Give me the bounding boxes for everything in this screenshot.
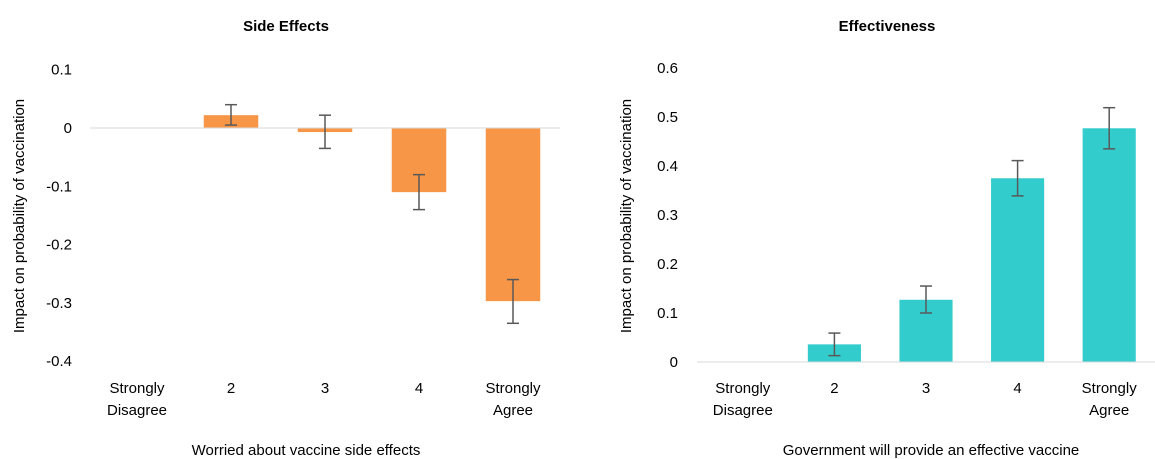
chart-title: Effectiveness [839, 18, 936, 35]
bar [991, 178, 1045, 362]
effectiveness-chart: Effectiveness Impact on probability of v… [618, 18, 1155, 459]
x-tick-label: 3 [922, 380, 930, 397]
y-tick-label: -0.1 [46, 178, 72, 195]
side-effects-chart: Side Effects Impact on probability of va… [11, 18, 560, 459]
x-tick-label: 3 [321, 380, 329, 397]
error-bars [225, 103, 519, 325]
y-axis-label: Impact on probability of vaccination [618, 99, 635, 333]
x-tick-label: Strongly Disagree [107, 380, 167, 419]
x-tick-labels: Strongly Disagree 2 3 4 Strongly Agree [107, 380, 541, 419]
y-tick-label: 0 [670, 354, 678, 371]
error-bar [828, 332, 841, 357]
error-bar [225, 103, 237, 126]
x-axis-label: Government will provide an effective vac… [783, 442, 1080, 459]
error-bar [319, 114, 331, 150]
x-tick-label: Strongly Disagree [713, 380, 773, 419]
y-tick-label: 0.3 [657, 207, 678, 224]
x-tick-label: Strongly Agree [485, 380, 541, 419]
error-bars [828, 106, 1116, 357]
y-tick-label: 0.6 [657, 60, 678, 77]
y-tick-labels: 0.1 0 -0.1 -0.2 -0.3 -0.4 [46, 62, 72, 371]
error-bar [920, 285, 932, 314]
y-tick-label: -0.2 [46, 237, 72, 254]
x-axis-label: Worried about vaccine side effects [192, 442, 421, 459]
y-axis-label: Impact on probability of vaccination [11, 99, 28, 333]
y-tick-label: 0 [64, 120, 72, 137]
y-tick-label: 0.5 [657, 109, 678, 126]
error-bar [1103, 106, 1116, 150]
bar [485, 128, 541, 302]
y-tick-label: 0.4 [657, 158, 678, 175]
bars [807, 128, 1136, 362]
error-bar [413, 173, 425, 211]
y-tick-label: -0.3 [46, 295, 72, 312]
x-tick-label: 2 [830, 380, 838, 397]
x-tick-label: 4 [1013, 380, 1021, 397]
error-bar [1011, 159, 1024, 197]
bar [1082, 128, 1136, 362]
bars [203, 115, 541, 302]
x-tick-label: 4 [415, 380, 423, 397]
y-tick-labels: 0.6 0.5 0.4 0.3 0.2 0.1 0 [657, 60, 678, 371]
x-tick-label: 2 [227, 380, 235, 397]
y-tick-label: 0.2 [657, 256, 678, 273]
chart-title: Side Effects [243, 18, 329, 35]
x-tick-label: Strongly Agree [1082, 380, 1138, 419]
x-tick-labels: Strongly Disagree 2 3 4 Strongly Agree [713, 380, 1137, 419]
y-tick-label: 0.1 [657, 305, 678, 322]
y-tick-label: -0.4 [46, 353, 72, 370]
error-bar [507, 278, 519, 325]
y-tick-label: 0.1 [51, 62, 72, 79]
